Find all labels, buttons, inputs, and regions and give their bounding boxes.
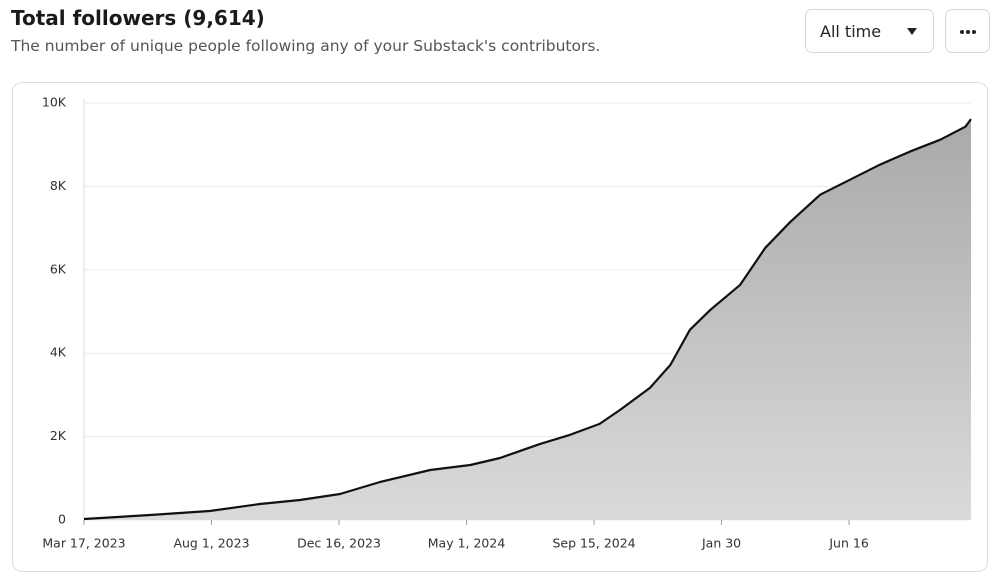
area-line (83, 118, 972, 521)
x-tick-label: May 1, 2024 (428, 536, 506, 551)
x-tick-label: Jun 16 (828, 536, 868, 551)
x-tick-label: Aug 1, 2023 (173, 536, 249, 551)
chart-card (12, 82, 988, 572)
y-tick-label: 0 (58, 512, 66, 527)
area-fill (84, 119, 971, 520)
more-button[interactable] (945, 9, 990, 53)
y-tick-label: 4K (50, 345, 67, 360)
x-tick-label: Jan 30 (701, 536, 741, 551)
y-tick-label: 6K (50, 261, 67, 276)
y-tick-label: 2K (50, 428, 67, 443)
more-icon (960, 30, 976, 34)
x-tick-label: Dec 16, 2023 (297, 536, 381, 551)
page-title: Total followers (9,614) (11, 6, 265, 30)
x-tick-label: Sep 15, 2024 (552, 536, 635, 551)
y-tick-label: 8K (50, 178, 67, 193)
x-tick-label: Mar 17, 2023 (42, 536, 125, 551)
range-label: All time (820, 22, 882, 41)
dropdown-arrow (907, 28, 917, 35)
range-dropdown[interactable]: All time (805, 9, 934, 53)
y-tick-label: 10K (42, 95, 67, 110)
page-subtitle: The number of unique people following an… (11, 37, 601, 55)
